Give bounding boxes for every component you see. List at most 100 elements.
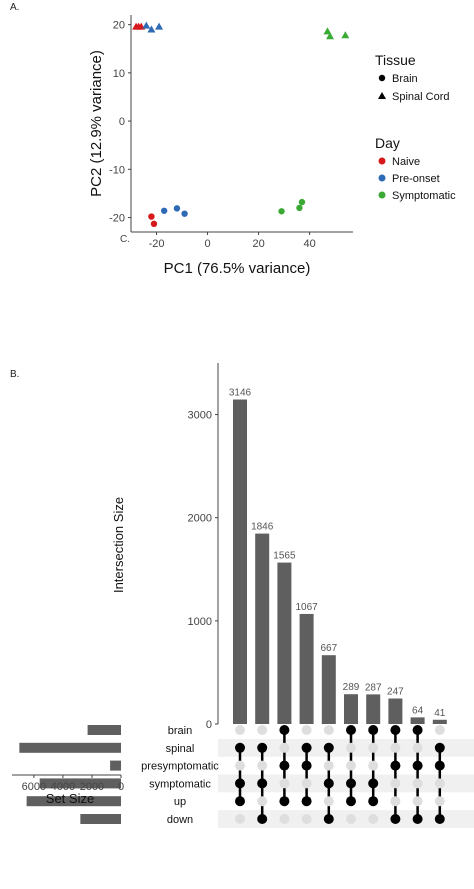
set-label: symptomatic	[149, 778, 211, 790]
matrix-dot-inactive	[301, 725, 312, 735]
matrix-dot-inactive	[301, 778, 312, 789]
legend-spinal-cord-marker	[378, 92, 386, 99]
matrix-dot-active	[257, 742, 268, 753]
matrix-dot-active	[235, 796, 245, 807]
matrix-dot-active	[279, 760, 290, 771]
matrix-dot-active	[301, 796, 312, 807]
intersection-bar-label: 247	[387, 687, 404, 698]
pca-x-axis-label: PC1 (76.5% variance)	[164, 260, 311, 277]
set-size-bar	[19, 742, 122, 753]
pca-point-spinal-cord	[147, 25, 156, 33]
pca-x-tick-label: 0	[204, 238, 210, 250]
intersection-bar	[299, 613, 314, 724]
matrix-dot-active	[257, 778, 268, 789]
intersection-bar-label: 289	[343, 682, 360, 693]
intersection-y-tick-label: 2000	[188, 513, 212, 525]
set-size-tick-label: 6000	[22, 781, 46, 793]
matrix-dot-inactive	[412, 796, 423, 807]
matrix-dot-active	[346, 725, 356, 735]
matrix-dot-active	[301, 742, 312, 753]
matrix-dot-inactive	[323, 760, 334, 771]
set-label: spinal	[166, 743, 195, 755]
panel-b-label: B.	[10, 369, 20, 380]
legend-tissue-item: Spinal Cord	[392, 91, 449, 103]
matrix-dot-inactive	[346, 814, 356, 824]
intersection-y-tick-label: 3000	[188, 410, 212, 422]
pca-point-brain	[150, 220, 158, 228]
matrix-dot-inactive	[279, 814, 290, 824]
pca-y-tick-label: -10	[109, 164, 125, 176]
matrix-dot-inactive	[235, 760, 245, 771]
pca-point-brain	[148, 213, 155, 220]
matrix-dot-inactive	[390, 742, 401, 753]
matrix-dot-active	[412, 814, 423, 824]
matrix-dot-inactive	[257, 725, 268, 735]
matrix-dot-inactive	[434, 796, 445, 807]
intersection-bar-label: 287	[365, 682, 382, 693]
matrix-dot-inactive	[434, 725, 445, 735]
matrix-dot-inactive	[301, 814, 312, 824]
set-label: brain	[168, 725, 192, 737]
legend-day-marker	[378, 191, 386, 199]
set-size-bar	[26, 796, 121, 807]
intersection-bar	[388, 698, 403, 724]
legend-day-marker	[378, 157, 386, 165]
matrix-dot-active	[368, 725, 379, 735]
pca-y-tick-label: 20	[113, 20, 125, 32]
matrix-dot-active	[235, 778, 245, 789]
matrix-dot-active	[301, 760, 312, 771]
matrix-dot-inactive	[323, 796, 334, 807]
pca-point-brain	[173, 205, 181, 212]
legend-day-item: Naive	[392, 156, 420, 168]
matrix-dot-inactive	[346, 742, 356, 753]
intersection-bar	[321, 655, 336, 724]
matrix-dot-inactive	[368, 814, 379, 824]
matrix-dot-inactive	[235, 814, 245, 824]
legend-day-title: Day	[375, 135, 400, 151]
intersection-bar	[432, 719, 447, 724]
matrix-dot-active	[434, 814, 445, 824]
intersection-bar	[344, 694, 358, 724]
pca-y-tick-label: 0	[119, 116, 125, 128]
set-size-bar	[87, 725, 121, 735]
pca-point-spinal-cord	[341, 31, 350, 39]
matrix-dot-active	[257, 814, 268, 824]
pca-point-brain	[181, 210, 188, 217]
set-label: up	[174, 796, 186, 808]
intersection-bar-label: 64	[412, 705, 424, 716]
matrix-dot-active	[412, 725, 423, 735]
legend-day-marker	[378, 174, 386, 182]
matrix-dot-inactive	[434, 778, 445, 789]
matrix-dot-inactive	[390, 778, 401, 789]
matrix-dot-inactive	[346, 760, 356, 771]
intersection-bar-label: 3146	[229, 388, 252, 399]
matrix-dot-inactive	[323, 725, 334, 735]
pca-x-tick-label: 20	[252, 238, 264, 250]
pca-point-brain	[278, 208, 285, 215]
pca-point-spinal-cord	[142, 21, 151, 29]
legend-day-item: Pre-onset	[392, 173, 440, 185]
pca-y-tick-label: -20	[109, 213, 125, 225]
legend-tissue-item: Brain	[392, 73, 418, 85]
pca-point-spinal-cord	[326, 32, 335, 40]
pca-y-axis-label: PC2 (12.9% variance)	[88, 50, 105, 197]
matrix-dot-active	[434, 742, 445, 753]
legend-day-item: Symptomatic	[392, 190, 456, 202]
intersection-y-axis-label: Intersection Size	[111, 497, 126, 593]
matrix-dot-active	[323, 778, 334, 789]
matrix-dot-active	[368, 778, 379, 789]
matrix-dot-active	[279, 725, 290, 735]
intersection-bar-label: 1067	[295, 602, 318, 613]
intersection-y-tick-label: 0	[206, 719, 212, 731]
pca-x-tick-label: 40	[303, 238, 315, 250]
pca-y-tick-label: 10	[113, 68, 125, 80]
intersection-bar	[277, 562, 292, 724]
pca-scatter-chart: -20 -10 0 10 20 -20 0 20 40 C. PC1 (76.5% variance…	[88, 15, 456, 277]
set-label: presymptomatic	[141, 761, 219, 773]
matrix-dot-inactive	[257, 760, 268, 771]
legend-brain-marker	[378, 74, 386, 82]
pca-stray-label: C.	[120, 234, 130, 245]
pca-point-brain	[160, 207, 168, 214]
intersection-bar	[233, 399, 247, 724]
matrix-dot-active	[368, 796, 379, 807]
